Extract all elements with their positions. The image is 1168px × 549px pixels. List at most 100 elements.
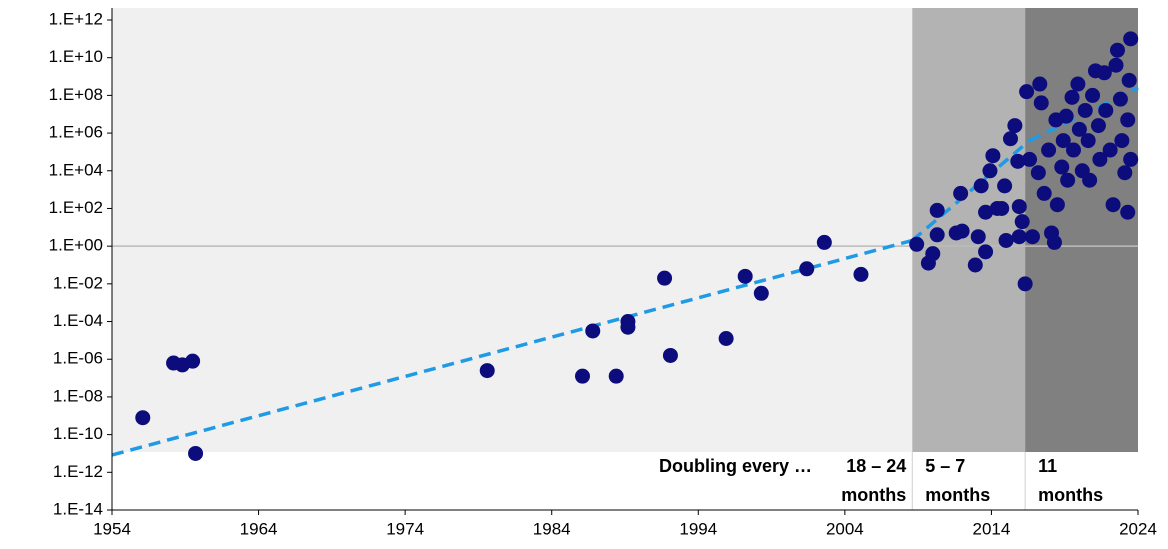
y-tick-label: 1.E+12 (49, 9, 103, 28)
data-point (973, 178, 989, 194)
data-point (1112, 91, 1128, 107)
region (112, 8, 913, 452)
data-point (753, 285, 769, 301)
y-tick-label: 1.E+06 (49, 123, 103, 142)
data-point (1066, 142, 1082, 158)
data-point (1002, 131, 1018, 147)
data-point (909, 236, 925, 252)
y-tick-label: 1.E+08 (49, 85, 103, 104)
data-point (737, 268, 753, 284)
data-point (853, 266, 869, 282)
data-point (967, 257, 983, 273)
data-point (982, 163, 998, 179)
data-point (718, 330, 734, 346)
y-tick-label: 1.E-10 (53, 424, 103, 443)
data-point (188, 445, 204, 461)
x-tick-label: 1984 (533, 519, 571, 538)
data-point (994, 200, 1010, 216)
region-label: 18 – 24 (846, 456, 906, 476)
data-point (1092, 151, 1108, 167)
data-point (479, 363, 495, 379)
trend-line (111, 238, 913, 457)
data-point (1071, 121, 1087, 137)
data-point (1049, 197, 1065, 213)
x-tick-label: 1974 (386, 519, 424, 538)
data-point (929, 227, 945, 243)
data-point (1014, 214, 1030, 230)
data-point (1022, 151, 1038, 167)
data-point (1030, 165, 1046, 181)
data-point (1114, 133, 1130, 149)
data-point (662, 347, 678, 363)
data-point (1058, 108, 1074, 124)
data-point (608, 368, 624, 384)
x-tick-label: 1954 (93, 519, 131, 538)
data-point (1046, 234, 1062, 250)
data-point (1096, 65, 1112, 81)
region-label: months (925, 485, 990, 505)
data-point (1105, 197, 1121, 213)
x-tick-label: 2024 (1119, 519, 1157, 538)
region-label: 11 (1038, 456, 1057, 476)
data-point (1120, 112, 1136, 128)
data-point (1011, 229, 1027, 245)
data-point (185, 353, 201, 369)
y-tick-label: 1.E+04 (49, 160, 103, 179)
data-point (1121, 72, 1137, 88)
data-point (1036, 185, 1052, 201)
data-point (1082, 172, 1098, 188)
region-label: 5 – 7 (925, 456, 965, 476)
x-tick-label: 2004 (826, 519, 864, 538)
data-point (1120, 204, 1136, 220)
y-tick-label: 1.E-08 (53, 386, 103, 405)
data-point (1019, 84, 1035, 100)
region-label: months (1038, 485, 1103, 505)
data-point (1123, 31, 1139, 47)
data-point (1117, 165, 1133, 181)
y-tick-label: 1.E-14 (53, 499, 103, 518)
data-point (1080, 133, 1096, 149)
data-point (1033, 95, 1049, 111)
y-tick-label: 1.E-02 (53, 273, 103, 292)
data-point (1041, 142, 1057, 158)
data-point (997, 178, 1013, 194)
data-point (1109, 42, 1125, 58)
data-point (1055, 133, 1071, 149)
data-point (1070, 76, 1086, 92)
x-tick-label: 1994 (679, 519, 717, 538)
y-tick-label: 1.E+00 (49, 236, 103, 255)
data-point (925, 246, 941, 262)
data-point (1123, 151, 1139, 167)
y-tick-label: 1.E-04 (53, 311, 103, 330)
data-point (1090, 118, 1106, 134)
data-point (1064, 89, 1080, 105)
data-point (1060, 172, 1076, 188)
data-point (1024, 229, 1040, 245)
data-point (978, 204, 994, 220)
data-point (657, 270, 673, 286)
annotation: Doubling every … (659, 456, 812, 476)
x-tick-label: 2014 (973, 519, 1011, 538)
data-point (1017, 276, 1033, 292)
y-tick-label: 1.E+02 (49, 198, 103, 217)
data-point (1007, 118, 1023, 134)
y-tick-label: 1.E-06 (53, 349, 103, 368)
data-point (978, 244, 994, 260)
data-point (1054, 159, 1070, 175)
data-point (970, 229, 986, 245)
data-point (1098, 102, 1114, 118)
y-tick-label: 1.E+10 (49, 47, 103, 66)
data-point (1032, 76, 1048, 92)
data-point (1011, 199, 1027, 215)
x-tick-label: 1964 (240, 519, 278, 538)
data-point (1102, 142, 1118, 158)
data-point (1085, 87, 1101, 103)
region-label: months (841, 485, 906, 505)
data-point (1010, 153, 1026, 169)
data-point (1108, 57, 1124, 73)
region (1025, 8, 1138, 452)
trend-line (911, 139, 1031, 242)
data-point (1077, 102, 1093, 118)
